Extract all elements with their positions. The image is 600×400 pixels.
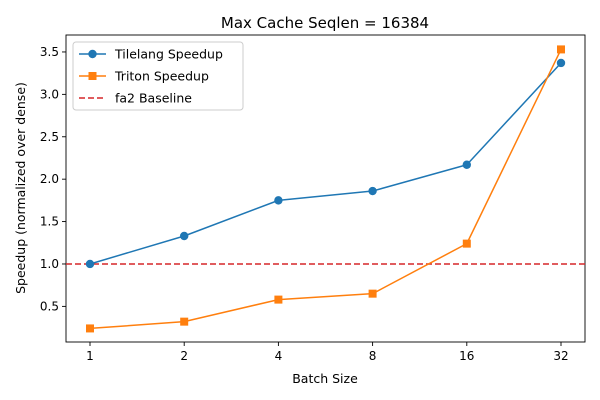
tilelang-data-point bbox=[462, 160, 471, 169]
y-tick-label: 1.5 bbox=[40, 215, 59, 229]
x-tick-label: 2 bbox=[180, 349, 188, 363]
legend-item-fa2-baseline: fa2 Baseline bbox=[79, 91, 192, 106]
legend-marker bbox=[88, 49, 97, 59]
y-tick-label: 2.5 bbox=[40, 130, 59, 144]
legend-item-triton: Triton Speedup bbox=[79, 69, 209, 84]
legend: Tilelang Speedup Triton Speedup fa2 Baseli… bbox=[72, 41, 244, 111]
legend-label: Triton Speedup bbox=[114, 69, 209, 84]
triton-data-point bbox=[462, 239, 471, 248]
x-tick-label: 32 bbox=[553, 349, 568, 363]
x-tick-label: 8 bbox=[369, 349, 377, 363]
triton-data-point bbox=[557, 45, 565, 54]
y-tick-label: 3.0 bbox=[40, 87, 59, 101]
y-tick-label: 1.0 bbox=[40, 257, 59, 271]
x-axis-label: Batch Size bbox=[292, 371, 358, 386]
y-tick-label: 2.0 bbox=[40, 172, 59, 186]
triton-data-point bbox=[274, 295, 283, 304]
axes-frame bbox=[65, 34, 586, 343]
triton-data-point bbox=[86, 324, 94, 333]
chart-title: Max Cache Seqlen = 16384 bbox=[221, 14, 429, 32]
y-axis-label: Speedup (normalized over dense) bbox=[13, 82, 28, 294]
tilelang-data-point bbox=[274, 196, 283, 205]
tilelang-data-point bbox=[180, 231, 189, 241]
x-tick-label: 4 bbox=[275, 349, 283, 363]
triton-data-point bbox=[180, 317, 189, 326]
legend-box bbox=[72, 41, 244, 111]
y-tick-label: 3.5 bbox=[40, 45, 59, 59]
y-tick-label: 0.5 bbox=[40, 299, 59, 313]
x-axis: 1 2 4 8 16 32 bbox=[86, 342, 569, 363]
series-markers bbox=[85, 45, 566, 333]
series-lines bbox=[89, 49, 562, 330]
triton-series-line bbox=[89, 49, 562, 330]
tilelang-data-point bbox=[368, 186, 377, 196]
legend-marker bbox=[88, 72, 97, 80]
x-tick-label: 16 bbox=[459, 349, 474, 363]
x-tick-label: 1 bbox=[86, 349, 94, 363]
legend-label: fa2 Baseline bbox=[115, 91, 192, 106]
tilelang-series-line bbox=[89, 62, 562, 265]
tilelang-data-point bbox=[85, 259, 95, 269]
legend-item-tilelang: Tilelang Speedup bbox=[79, 47, 223, 62]
tilelang-data-point bbox=[556, 58, 566, 68]
plot-area bbox=[65, 34, 586, 343]
legend-label: Tilelang Speedup bbox=[114, 47, 223, 62]
y-axis: 0.5 1.0 1.5 2.0 2.5 3.0 3.5 bbox=[40, 45, 66, 313]
triton-data-point bbox=[368, 289, 377, 298]
